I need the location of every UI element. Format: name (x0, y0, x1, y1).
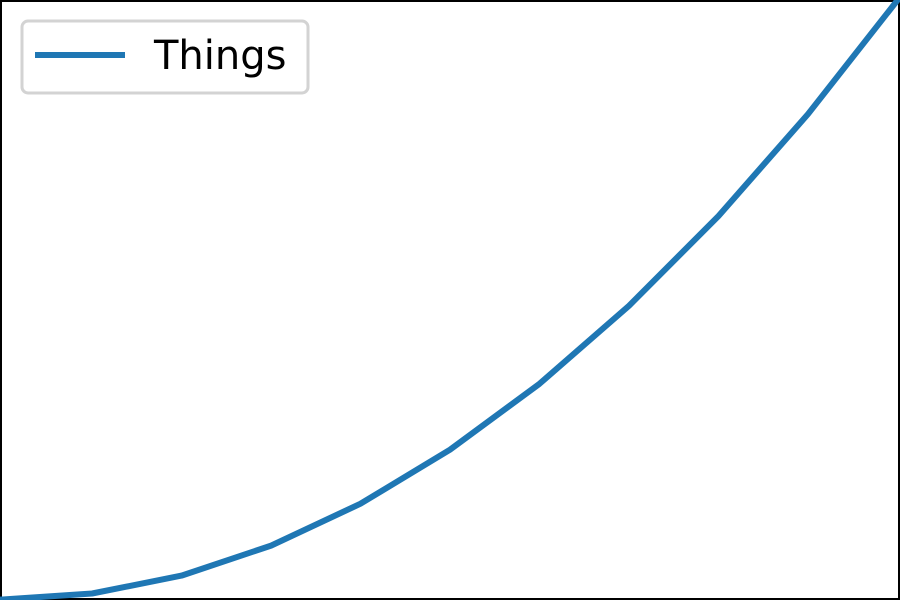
legend-label-things: Things (153, 33, 286, 79)
data-point-4 (358, 501, 364, 507)
legend-box (20, 19, 310, 95)
data-point-7 (626, 303, 632, 309)
data-point-2 (179, 573, 185, 579)
legend: Things (20, 19, 310, 95)
data-point-1 (89, 591, 95, 597)
data-point-6 (537, 381, 543, 387)
data-point-5 (447, 447, 453, 453)
data-point-8 (715, 213, 721, 219)
data-point-9 (805, 111, 811, 117)
data-point-3 (268, 543, 274, 549)
